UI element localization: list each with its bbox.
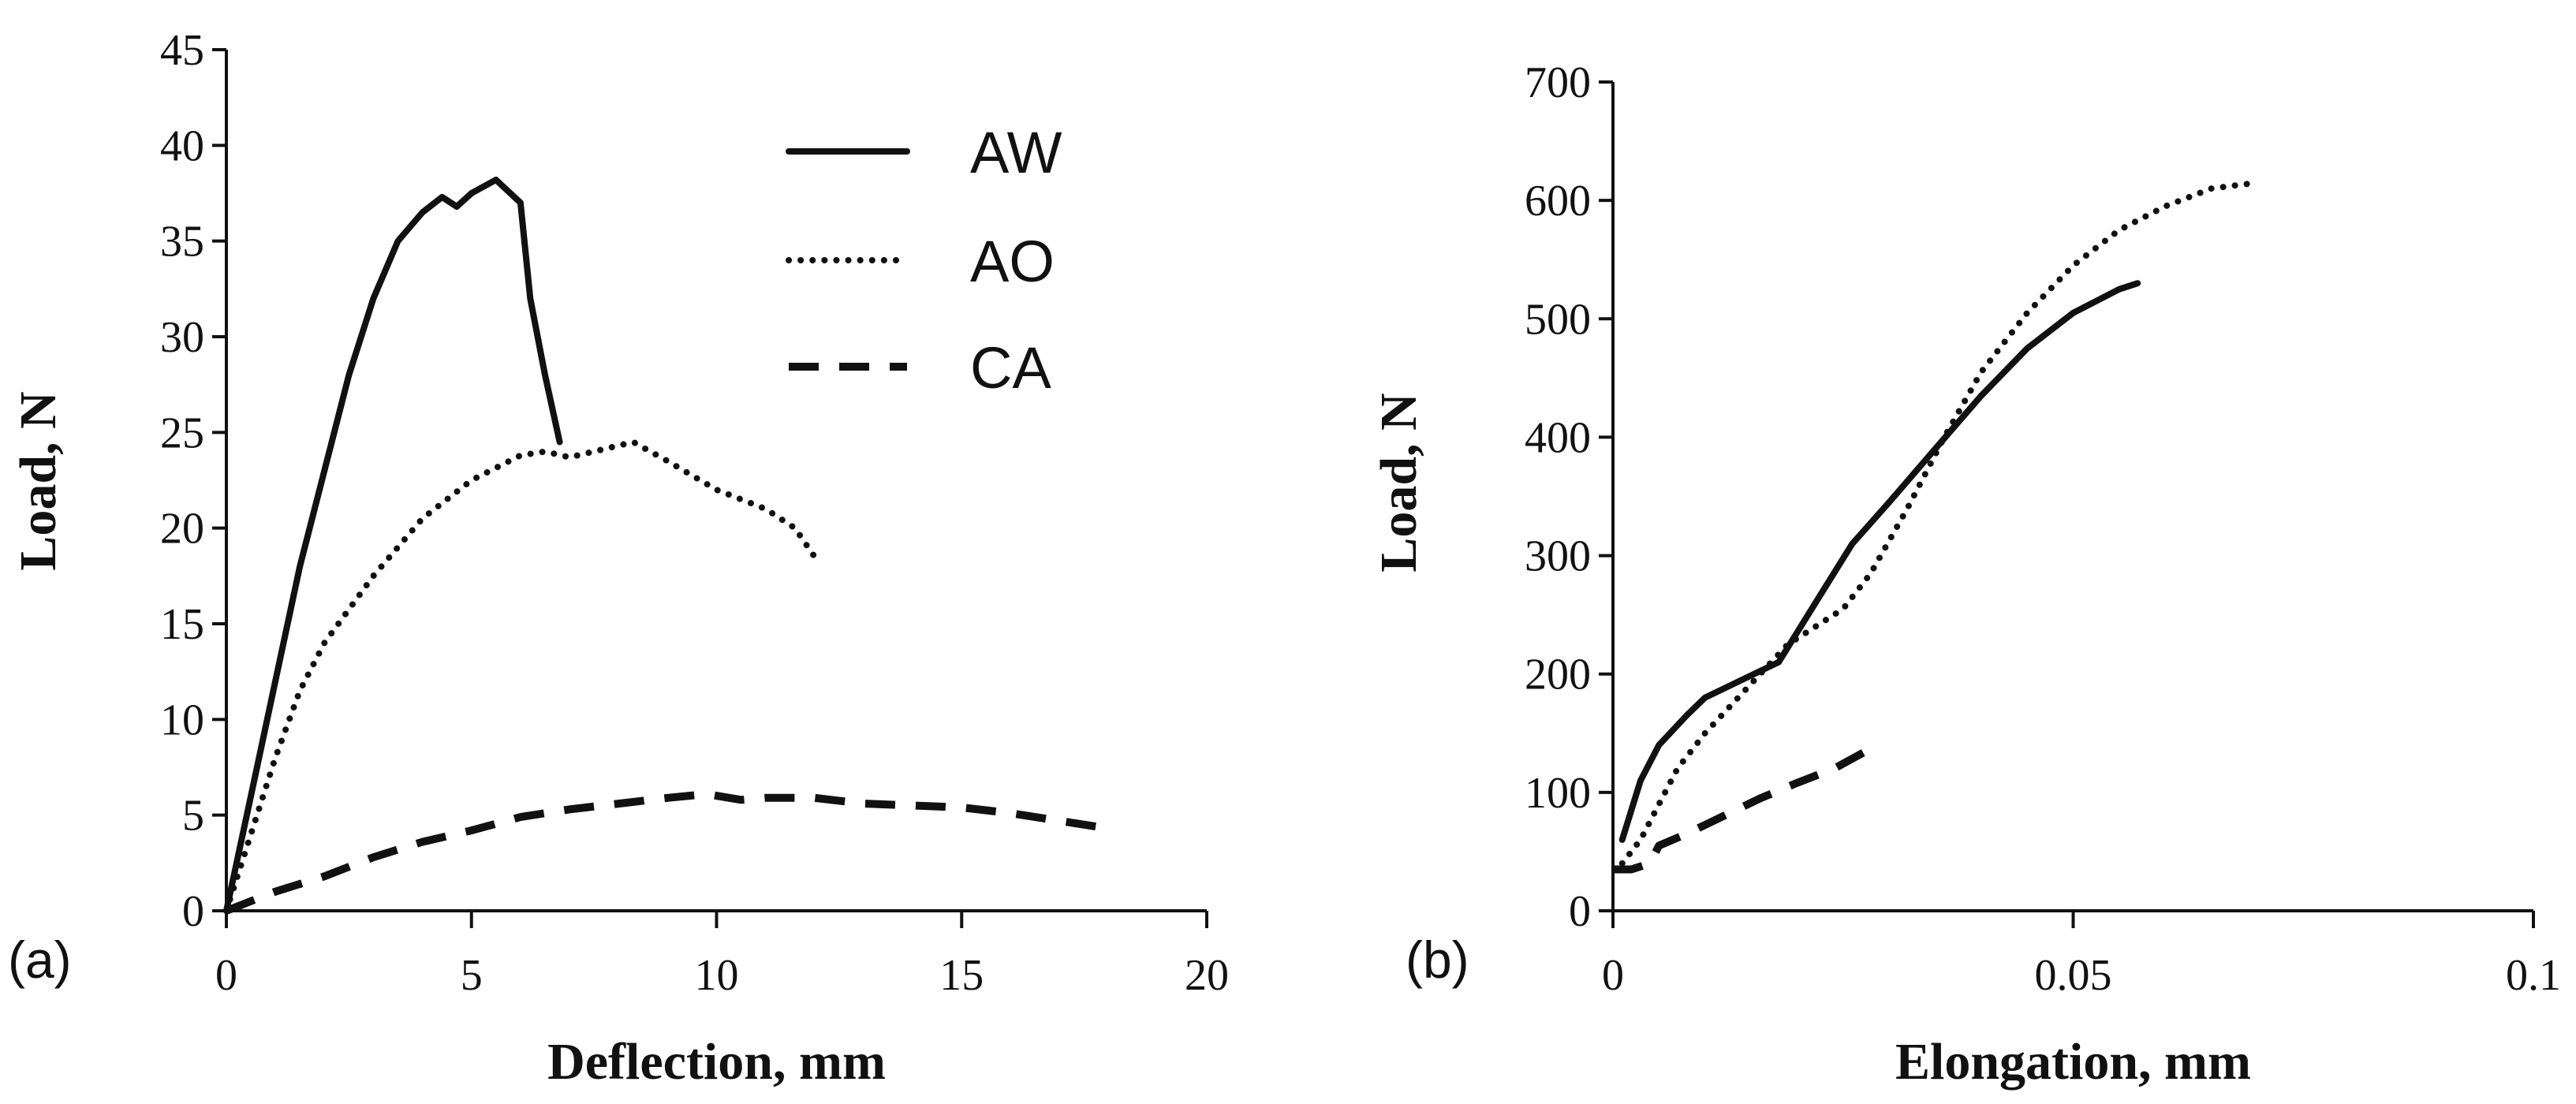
series-line-aw	[1618, 280, 2141, 843]
y-tick-label: 100	[1525, 769, 1591, 818]
y-tick-label: 25	[160, 408, 204, 457]
x-tick-label: 0	[215, 951, 237, 1000]
y-axis-title: Load, N	[1370, 393, 1428, 572]
y-tick-label: 400	[1525, 413, 1591, 462]
series-line-ca	[225, 790, 1110, 915]
y-tick-label: 35	[160, 218, 204, 267]
y-tick-label: 200	[1525, 651, 1591, 699]
x-tick-label: 10	[695, 951, 739, 1000]
y-tick-label: 0	[182, 887, 204, 936]
y-tick-label: 700	[1525, 58, 1591, 107]
y-tick-label: 600	[1525, 177, 1591, 226]
y-tick-label: 15	[160, 600, 204, 649]
x-tick-label: 5	[461, 951, 483, 1000]
panel-label: (a)	[8, 931, 72, 989]
y-tick-label: 45	[160, 26, 204, 75]
y-axis-title: Load, N	[9, 391, 67, 570]
legend-label-ca: CA	[970, 335, 1051, 401]
x-axis-title: Deflection, mm	[547, 1033, 886, 1091]
y-tick-label: 20	[160, 505, 204, 554]
x-tick-label: 15	[939, 951, 984, 1000]
legend-label-ao: AO	[970, 229, 1055, 294]
panel-a-chart: 0 5 10 15 20 25 30 35 40 45 0 5 10 15 20 Deflection, mm…	[8, 26, 1229, 1091]
x-tick-label: 0.1	[2506, 951, 2561, 1000]
series-line-ca	[1613, 744, 1873, 874]
y-tick-label: 30	[160, 313, 204, 362]
y-tick-label: 40	[160, 121, 204, 170]
series-line-ao	[223, 438, 818, 914]
y-tick-label: 300	[1525, 532, 1591, 581]
y-tick-label: 0	[1569, 887, 1591, 936]
x-tick-label: 0	[1602, 951, 1624, 1000]
series-line-aw	[223, 177, 563, 914]
panel-b-chart: 0 100 200 300 400 500 600 700 0 0.05 0.1 Elongation…	[1370, 58, 2561, 1091]
series-line-ao	[1618, 179, 2261, 867]
panel-label: (b)	[1406, 931, 1469, 989]
y-tick-label: 500	[1525, 295, 1591, 344]
y-tick-label: 10	[160, 696, 204, 744]
x-tick-label: 0.05	[2035, 951, 2112, 1000]
y-tick-label: 5	[182, 792, 204, 841]
x-axis-title: Elongation, mm	[1895, 1033, 2251, 1091]
legend-label-aw: AW	[970, 120, 1062, 185]
x-tick-label: 20	[1185, 951, 1229, 1000]
